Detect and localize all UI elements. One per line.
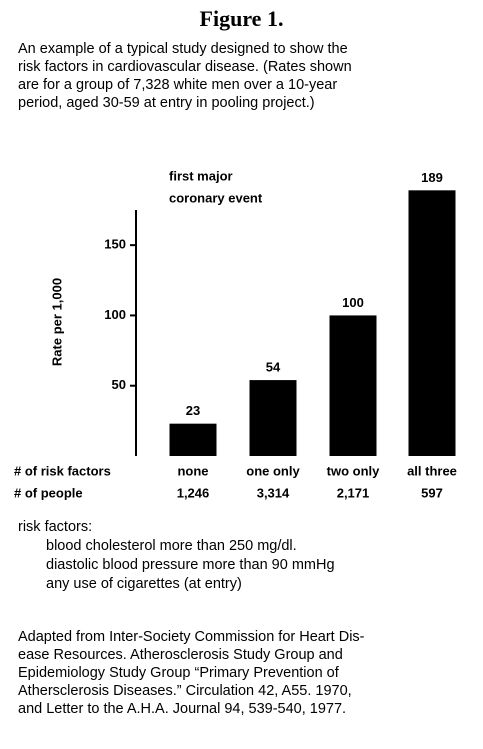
people-count: 2,171 (337, 485, 370, 500)
x-tick-label: none (177, 463, 208, 478)
people-count: 597 (421, 485, 443, 500)
people-count: 3,314 (257, 485, 290, 500)
caption-line: period, aged 30-59 at entry in pooling p… (18, 95, 315, 111)
value-label: 23 (186, 403, 200, 418)
bar (408, 190, 456, 456)
x-tick-label: two only (327, 463, 380, 478)
y-tick-label: 150 (104, 237, 126, 252)
notes: risk factors: blood cholesterol more tha… (18, 518, 335, 594)
value-label: 100 (342, 295, 364, 310)
people-count: 1,246 (177, 485, 210, 500)
note-item: blood cholesterol more than 250 mg/dl. (46, 538, 297, 554)
source: Adapted from Inter-Society Commission fo… (18, 628, 365, 718)
value-label: 54 (266, 360, 281, 375)
y-axis-label: Rate per 1,000 (49, 278, 64, 366)
figure-title: Figure 1. (199, 6, 284, 31)
bar (169, 423, 217, 456)
note-item: any use of cigarettes (at entry) (46, 576, 242, 592)
x-tick-label: one only (246, 463, 300, 478)
y-tick-label: 100 (104, 307, 126, 322)
annotation: coronary event (169, 190, 263, 205)
caption: An example of a typical study designed t… (18, 40, 352, 112)
notes-title: risk factors: (18, 519, 93, 535)
source-line: Adapted from Inter-Society Commission fo… (18, 629, 365, 645)
caption-line: are for a group of 7,328 white men over … (18, 77, 338, 93)
x-tick-label: all three (407, 463, 457, 478)
source-line: Athersclerosis Diseases.” Circulation 42… (18, 683, 352, 699)
annotation: first major (169, 168, 233, 183)
source-line: ease Resources. Atherosclerosis Study Gr… (18, 647, 343, 663)
caption-line: An example of a typical study designed t… (18, 41, 348, 57)
people-label: # of people (14, 485, 83, 500)
bar (249, 380, 297, 456)
note-item: diastolic blood pressure more than 90 mm… (46, 557, 335, 573)
y-tick-label: 50 (112, 377, 126, 392)
source-line: and Letter to the A.H.A. Journal 94, 539… (18, 701, 347, 717)
bar (329, 315, 377, 456)
source-line: Epidemiology Study Group “Primary Preven… (18, 665, 339, 681)
caption-line: risk factors in cardiovascular disease. … (18, 59, 352, 75)
categories-label: # of risk factors (14, 463, 111, 478)
value-label: 189 (421, 170, 443, 185)
